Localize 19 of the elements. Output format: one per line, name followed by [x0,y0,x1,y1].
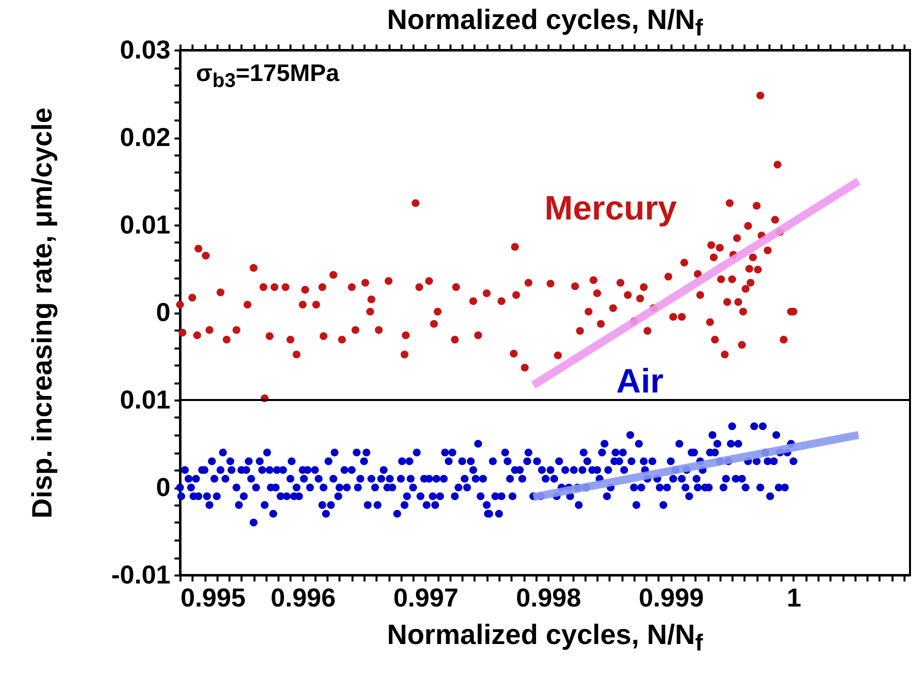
y-tick-label: 0 [156,472,170,502]
x2-axis-title: Normalized cycles, N/N$_{f}$ [387,4,703,42]
annotation: σ$_{b3}$=175MPa [196,60,340,93]
x-tick-label: 0.996 [270,582,336,612]
y-tick-label: -0.01 [111,560,170,590]
x-tick-label: 0.998 [516,582,582,612]
y-tick-label: 0.03 [120,34,170,64]
x-tick-label: 0.995 [180,582,246,612]
x-tick-label: 1 [786,582,802,612]
y-axis-title: Disp. increasing rate, μm/cycle [26,107,58,518]
x-tick-label: 0.997 [393,582,458,612]
series-label: Mercury [544,189,677,228]
x-axis-title: Normalized cycles, N/N$_{f}$ [387,619,703,657]
y-tick-label: 0 [156,297,170,327]
series-label: Air [616,362,664,400]
y-tick-label: 0.01 [120,210,170,240]
y-tick-label: 0.01 [120,384,170,414]
y-tick-label: 0.02 [120,122,170,152]
x-tick-label: 0.999 [638,582,704,612]
